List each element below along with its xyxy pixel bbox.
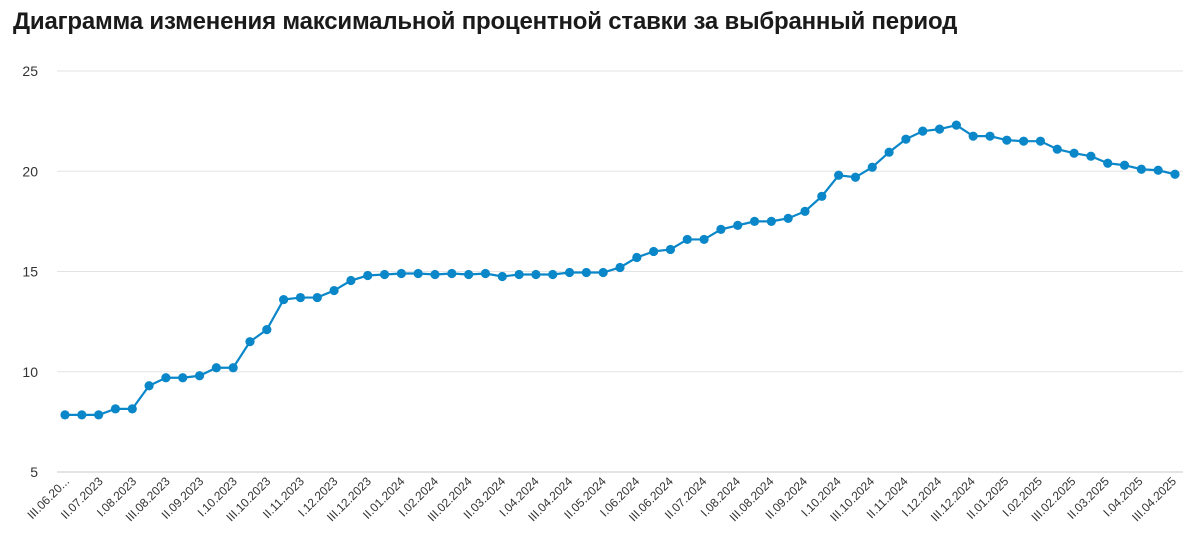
data-point[interactable] <box>581 267 591 278</box>
data-point[interactable] <box>934 124 945 134</box>
data-point[interactable] <box>161 373 171 383</box>
data-point[interactable] <box>548 269 558 280</box>
data-point[interactable] <box>228 363 238 373</box>
data-point[interactable] <box>144 381 154 391</box>
data-point[interactable] <box>649 246 659 257</box>
data-point[interactable] <box>884 147 894 157</box>
data-point[interactable] <box>110 404 121 414</box>
data-point[interactable] <box>800 206 810 216</box>
data-point[interactable] <box>346 275 356 286</box>
data-point[interactable] <box>665 244 676 255</box>
data-point[interactable] <box>430 269 440 280</box>
data-point[interactable] <box>985 131 995 141</box>
data-point[interactable] <box>951 120 961 130</box>
data-point[interactable] <box>632 252 642 263</box>
data-point[interactable] <box>766 216 776 226</box>
data-point[interactable] <box>413 268 423 279</box>
data-point[interactable] <box>598 267 608 278</box>
data-point[interactable] <box>817 191 827 201</box>
data-point[interactable] <box>867 162 877 172</box>
data-point[interactable] <box>480 268 491 279</box>
data-point[interactable] <box>1153 165 1163 175</box>
data-point[interactable] <box>749 216 760 226</box>
data-point[interactable] <box>211 363 221 373</box>
data-point[interactable] <box>918 126 928 136</box>
data-point[interactable] <box>615 262 625 273</box>
data-point[interactable] <box>60 410 70 420</box>
data-point[interactable] <box>396 268 406 279</box>
data-point[interactable] <box>1103 158 1113 168</box>
data-point[interactable] <box>464 269 474 280</box>
data-point[interactable] <box>1119 160 1130 170</box>
data-point[interactable] <box>94 410 104 420</box>
y-tick-label: 10 <box>22 364 38 380</box>
data-point[interactable] <box>245 337 255 347</box>
data-point[interactable] <box>1002 135 1012 145</box>
data-point[interactable] <box>77 410 87 420</box>
data-point[interactable] <box>682 234 692 245</box>
data-point[interactable] <box>514 269 524 280</box>
data-point[interactable] <box>699 234 709 245</box>
y-tick-label: 15 <box>22 264 38 280</box>
data-point[interactable] <box>1170 169 1180 179</box>
data-point[interactable] <box>564 267 575 278</box>
data-point[interactable] <box>1019 136 1029 146</box>
data-point[interactable] <box>363 270 373 281</box>
data-points <box>60 120 1180 420</box>
data-point[interactable] <box>531 269 541 280</box>
data-point[interactable] <box>1136 164 1146 174</box>
data-point[interactable] <box>312 292 322 303</box>
data-point[interactable] <box>968 131 978 141</box>
data-point[interactable] <box>127 404 137 414</box>
data-point[interactable] <box>295 292 306 303</box>
data-point[interactable] <box>379 269 390 280</box>
data-point[interactable] <box>1086 151 1096 161</box>
data-point[interactable] <box>1069 148 1079 158</box>
y-axis: 5 10 15 20 25 <box>22 63 38 480</box>
data-point[interactable] <box>716 224 726 234</box>
data-point[interactable] <box>329 285 339 296</box>
x-axis: III.06.20...II.07.2023I.08.2023III.08.20… <box>24 474 1179 524</box>
data-point[interactable] <box>194 371 205 381</box>
data-point[interactable] <box>262 325 272 335</box>
data-point[interactable] <box>733 220 743 230</box>
data-point[interactable] <box>901 134 911 144</box>
data-point[interactable] <box>447 268 457 279</box>
chart-title: Диаграмма изменения максимальной процент… <box>13 8 958 35</box>
data-point[interactable] <box>1052 144 1062 154</box>
data-point[interactable] <box>850 172 861 182</box>
data-point[interactable] <box>834 170 844 180</box>
y-tick-label: 25 <box>22 63 38 79</box>
data-point[interactable] <box>279 294 289 305</box>
data-point[interactable] <box>497 271 507 282</box>
data-point[interactable] <box>1035 136 1046 146</box>
data-point[interactable] <box>783 213 793 223</box>
y-tick-label: 5 <box>30 464 38 480</box>
y-tick-label: 20 <box>22 163 38 179</box>
data-point[interactable] <box>178 373 188 383</box>
